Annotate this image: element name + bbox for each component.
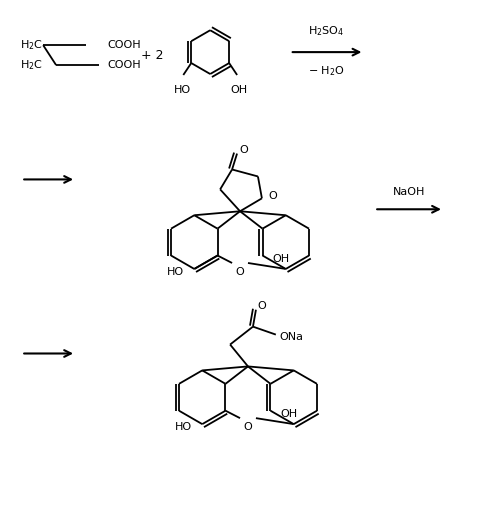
Text: OH: OH	[280, 408, 298, 419]
Text: O: O	[236, 267, 245, 277]
Text: O: O	[244, 422, 252, 432]
Text: HO: HO	[174, 85, 191, 95]
Text: + 2: + 2	[141, 49, 164, 62]
Text: O: O	[257, 301, 266, 311]
Text: H$_2$SO$_4$: H$_2$SO$_4$	[308, 24, 344, 38]
Text: O: O	[239, 145, 248, 155]
Text: HO: HO	[167, 267, 184, 277]
Text: COOH: COOH	[108, 60, 141, 70]
Text: COOH: COOH	[108, 40, 141, 50]
Text: OH: OH	[231, 85, 247, 95]
Text: NaOH: NaOH	[393, 187, 425, 197]
Text: H$_2$C: H$_2$C	[20, 58, 43, 72]
Text: O: O	[268, 192, 277, 201]
Text: $-$ H$_2$O: $-$ H$_2$O	[308, 64, 345, 78]
Text: ONa: ONa	[280, 332, 304, 342]
Text: HO: HO	[175, 422, 192, 432]
Text: OH: OH	[273, 253, 290, 264]
Text: H$_2$C: H$_2$C	[20, 38, 43, 52]
